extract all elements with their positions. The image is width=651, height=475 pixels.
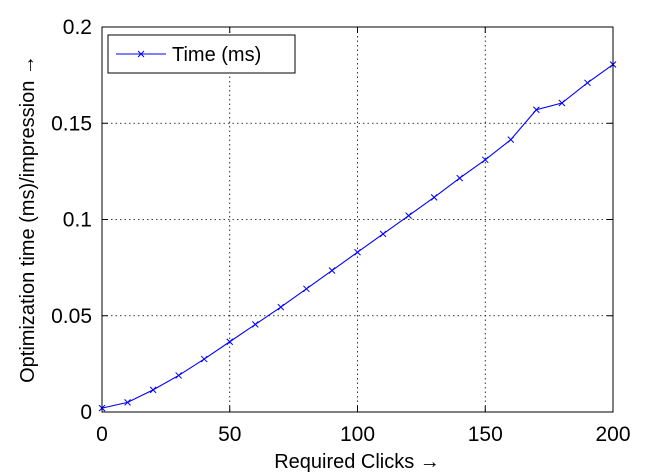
y-axis-label: Optimization time (ms)/impression → [17, 55, 39, 383]
series-layer [98, 61, 617, 412]
grid-lines [102, 27, 613, 412]
x-tick-label: 150 [468, 423, 503, 446]
data-point-marker [200, 355, 208, 363]
legend-label-time: Time (ms) [172, 44, 261, 66]
tick-labels: 0 50 100 150 200 0 0.05 0.1 0.15 0.2 [51, 16, 630, 446]
data-point-marker [149, 386, 157, 394]
axis-ticks [101, 26, 614, 413]
legend-marker-x [137, 50, 145, 58]
data-point-marker [532, 106, 540, 114]
legend: Time (ms) [107, 34, 296, 74]
data-point-marker [226, 338, 234, 346]
data-point-marker [405, 212, 412, 220]
data-point-marker [558, 99, 566, 107]
x-axis-label: Required Clicks → [274, 451, 440, 473]
x-tick-label: 50 [218, 423, 241, 446]
data-point-marker [584, 79, 591, 87]
data-point-marker [430, 194, 438, 201]
y-tick-label: 0.15 [51, 112, 92, 135]
data-point-marker [456, 174, 464, 182]
x-tick-label: 200 [595, 423, 630, 446]
data-point-marker [507, 136, 515, 143]
x-tick-label: 0 [96, 423, 108, 446]
data-point-marker [251, 321, 259, 328]
data-point-marker [175, 372, 183, 379]
y-tick-label: 0.1 [63, 209, 92, 232]
data-point-marker [124, 399, 131, 406]
data-point-marker [379, 230, 387, 238]
y-tick-label: 0.05 [51, 305, 92, 328]
data-point-marker [277, 303, 285, 311]
legend-marker-glyph [137, 50, 145, 58]
data-point-marker [303, 285, 310, 293]
data-point-marker [481, 156, 489, 164]
data-point-marker [328, 267, 336, 274]
y-tick-label: 0 [80, 401, 92, 424]
data-point-marker [354, 248, 361, 256]
y-tick-label: 0.2 [63, 16, 92, 39]
x-tick-label: 100 [340, 423, 375, 446]
